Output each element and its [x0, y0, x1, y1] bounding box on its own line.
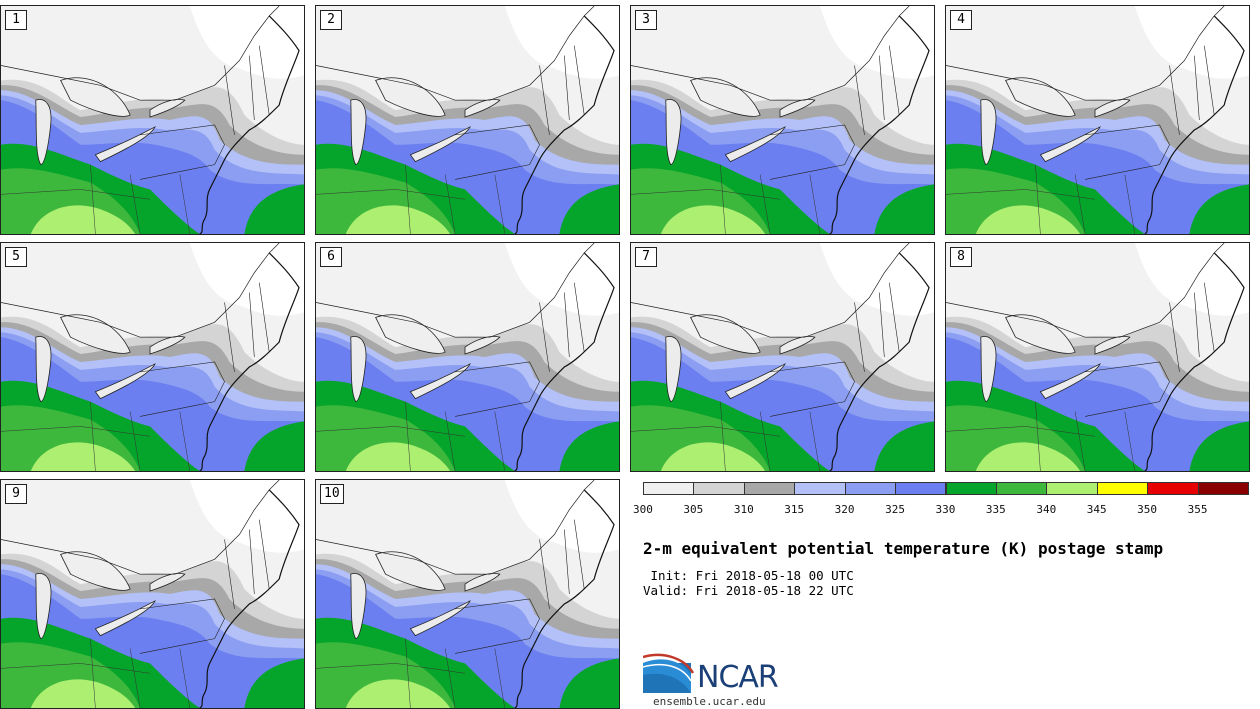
ensemble-member-panel: 1	[0, 5, 305, 235]
map-image	[316, 480, 619, 708]
colorbar-tick-label: 300	[633, 503, 653, 516]
ensemble-member-panel: 10	[315, 479, 620, 709]
map-image	[316, 243, 619, 471]
map-image	[1, 243, 304, 471]
member-number-label: 3	[635, 10, 657, 30]
colorbar-tick-label: 340	[1036, 503, 1057, 516]
ensemble-member-panel: 2	[315, 5, 620, 235]
ensemble-member-panel: 7	[630, 242, 935, 472]
colorbar-segment	[1147, 482, 1199, 495]
map-image	[631, 6, 934, 234]
map-image	[1, 6, 304, 234]
colorbar-segment	[743, 482, 796, 495]
member-number-label: 5	[5, 247, 27, 267]
colorbar-tick-label: 350	[1137, 503, 1158, 516]
member-number-label: 7	[635, 247, 657, 267]
colorbar-tick-label: 315	[784, 503, 805, 516]
ncar-logo-icon	[643, 653, 695, 693]
colorbar-segment	[693, 482, 745, 495]
ensemble-member-panel: 4	[945, 5, 1250, 235]
colorbar-tick-label: 330	[935, 503, 956, 516]
map-image	[946, 243, 1249, 471]
colorbar-tick-label: 345	[1086, 503, 1107, 516]
member-number-label: 8	[950, 247, 972, 267]
colorbar-segment	[895, 482, 947, 495]
member-number-label: 6	[320, 247, 342, 267]
init-time: Init: Fri 2018-05-18 00 UTC	[643, 568, 854, 583]
ensemble-member-panel: 8	[945, 242, 1250, 472]
colorbar-tick-label: 305	[683, 503, 704, 516]
website-text: ensemble.ucar.edu	[653, 695, 766, 708]
map-image	[631, 243, 934, 471]
colorbar-segment	[794, 482, 846, 495]
colorbar-tick-label: 320	[834, 503, 855, 516]
valid-time: Valid: Fri 2018-05-18 22 UTC	[643, 583, 854, 598]
colorbar-tick-label: 335	[985, 503, 1006, 516]
colorbar-segment	[1046, 482, 1098, 495]
member-number-label: 1	[5, 10, 27, 30]
ensemble-member-panel: 3	[630, 5, 935, 235]
colorbar-segment	[995, 482, 1048, 495]
colorbar-segment	[1096, 482, 1149, 495]
ensemble-member-panel: 6	[315, 242, 620, 472]
member-number-label: 9	[5, 484, 27, 504]
colorbar-tick-label: 325	[885, 503, 905, 516]
colorbar-segment	[643, 482, 695, 495]
map-image	[1, 480, 304, 708]
ensemble-member-panel: 5	[0, 242, 305, 472]
colorbar-segment	[945, 482, 997, 495]
ensemble-member-panel: 9	[0, 479, 305, 709]
colorbar-segment	[1197, 482, 1249, 495]
colorbar-tick-labels: 300 305 310 315 320 325 330 335 340 345 350 355	[633, 503, 1253, 519]
colorbar-segment	[844, 482, 897, 495]
chart-title: 2-m equivalent potential temperature (K)…	[643, 539, 1164, 558]
member-number-label: 4	[950, 10, 972, 30]
member-number-label: 10	[320, 484, 344, 504]
member-number-label: 2	[320, 10, 342, 30]
ncar-logo-text: NCAR	[697, 660, 779, 695]
map-image	[316, 6, 619, 234]
colorbar-tick-label: 310	[733, 503, 754, 516]
colorbar-tick-label: 355	[1187, 503, 1208, 516]
map-image	[946, 6, 1249, 234]
colorbar	[643, 482, 1249, 497]
